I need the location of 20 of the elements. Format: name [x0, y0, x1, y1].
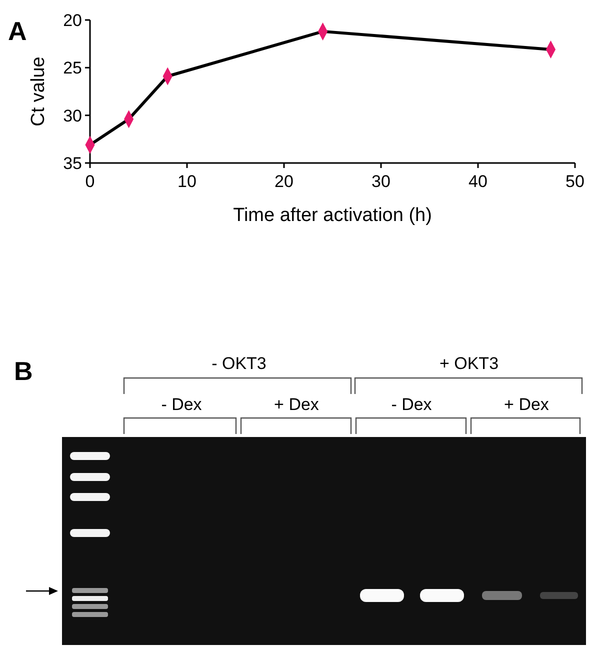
y-tick-label: 25 — [63, 58, 82, 78]
text: A — [8, 16, 27, 46]
y-tick-label: 20 — [63, 10, 82, 30]
text: + Dex — [274, 395, 320, 414]
y-axis-title: Ct value — [28, 56, 49, 126]
x-tick-label: 50 — [566, 172, 584, 191]
text: + Dex — [504, 395, 550, 414]
x-tick-label: 40 — [468, 172, 488, 191]
text: + OKT3 — [439, 354, 499, 373]
x-tick-label: 30 — [372, 172, 390, 191]
x-axis-title: Time after activation (h) — [233, 205, 432, 226]
y-tick-label: 30 — [63, 106, 82, 126]
text: B — [14, 356, 33, 386]
x-tick-label: 10 — [178, 172, 196, 191]
x-tick-label: 20 — [274, 172, 294, 191]
y-tick-label: 35 — [63, 154, 82, 173]
text: - OKT3 — [212, 354, 266, 373]
text: - Dex — [161, 395, 202, 414]
text: - Dex — [391, 395, 432, 414]
x-tick-label: 0 — [85, 172, 95, 191]
